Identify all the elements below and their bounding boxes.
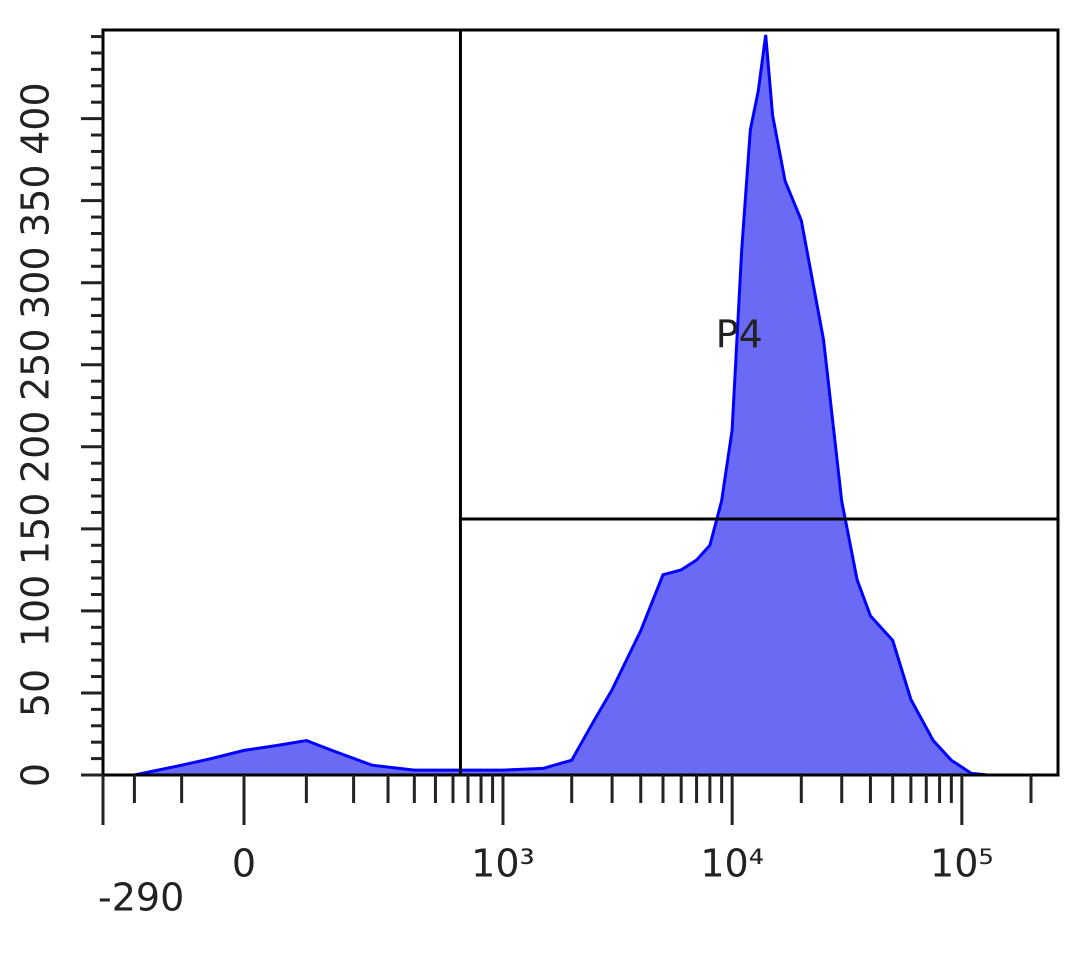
y-tick-label: 0: [14, 763, 58, 787]
y-tick-label: 200: [14, 411, 58, 484]
x-tick-label: 10⁴: [700, 842, 764, 886]
x-tick-label: 0: [232, 842, 256, 886]
y-tick-label: 400: [14, 82, 58, 155]
x-tick-label: 10⁵: [930, 842, 994, 886]
histogram-outline: [134, 34, 989, 777]
y-tick-label: 350: [14, 164, 58, 237]
y-tick-label: 300: [14, 246, 58, 319]
plot-frame: [101, 28, 1060, 777]
gate-label: P4: [716, 313, 763, 357]
y-tick-label: 50: [14, 669, 58, 717]
y-tick-label: 100: [14, 575, 58, 648]
histogram-fill: [134, 34, 989, 775]
y-tick-label: 150: [14, 493, 58, 566]
x-tick-label: 10³: [471, 842, 535, 886]
y-tick-label: 250: [14, 328, 58, 401]
x-tick-label: -290: [98, 876, 184, 920]
plot-area: [103, 30, 1058, 775]
